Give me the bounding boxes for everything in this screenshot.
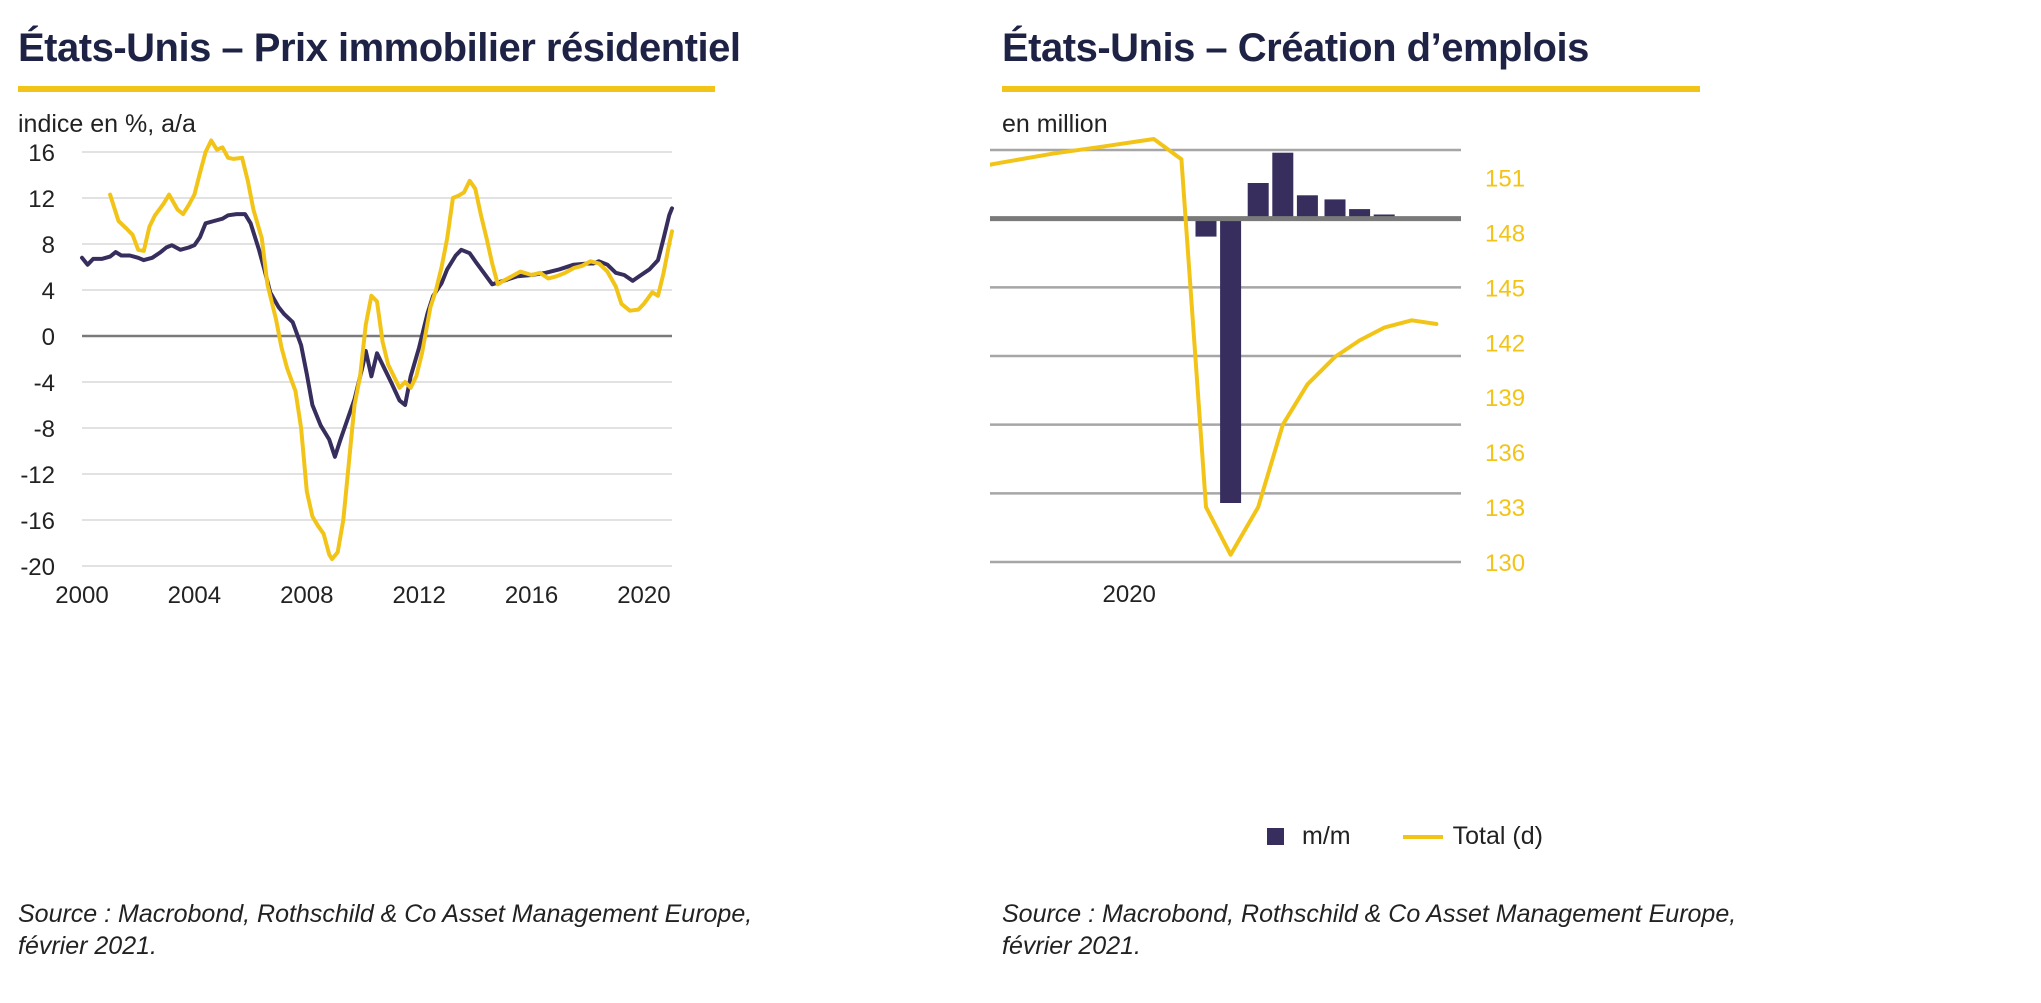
x-tick-label: 2008 [280,582,333,609]
x-tick-label: 2012 [392,582,445,609]
x-tick-label: 2000 [55,582,108,609]
right-title-underline [1002,86,1700,92]
y-tick-label: -16 [20,508,55,535]
series-line-2 [108,138,674,562]
x-tick-label: 2020 [1103,581,1156,608]
y-tick-label-right: 151 [1485,165,1525,192]
bar [1220,218,1242,503]
right-chart-legend: m/m Total (d) [1267,822,1595,851]
right-source-line1: Source : Macrobond, Rothschild & Co Asse… [1002,900,1737,928]
bar [1272,152,1294,219]
left-chart-subtitle: indice en %, a/a [18,110,196,138]
right-bar-line-chart: 50-5·10·15·20·25151148145142139136133130… [990,137,1525,608]
y-tick-label-right: 139 [1485,385,1525,412]
y-tick-label: -4 [34,370,55,397]
right-source-line2: février 2021. [1002,932,1141,960]
legend-item-mm: m/m [1267,822,1351,851]
x-tick-label: 2016 [505,582,558,609]
right-chart-title: États-Unis – Création d’emplois [1002,26,1589,70]
right-chart-source: Source : Macrobond, Rothschild & Co Asse… [1002,898,1736,962]
right-chart-panel: États-Unis – Création d’emplois en milli… [990,0,2041,1003]
y-tick-label: 16 [28,140,55,167]
bar [1195,218,1217,237]
y-tick-label: 4 [42,278,55,305]
x-tick-label: 2020 [617,582,670,609]
right-chart-subtitle: en million [1002,110,1108,138]
y-tick-label-right: 148 [1485,220,1525,247]
y-tick-label: 12 [28,186,55,213]
x-tick-label: 2004 [168,582,221,609]
left-title-underline [18,86,715,92]
y-tick-label: -20 [20,554,55,581]
y-tick-label-right: 136 [1485,440,1525,467]
left-chart-panel: États-Unis – Prix immobilier résidentiel… [0,0,1010,1003]
bar [1324,199,1346,219]
legend-item-total: Total (d) [1402,822,1543,851]
total-employment-line [990,137,1439,557]
bar [1296,195,1318,219]
left-source-line1: Source : Macrobond, Rothschild & Co Asse… [18,900,753,928]
y-tick-label: 0 [42,324,55,351]
legend-label-total: Total (d) [1452,822,1543,850]
y-tick-label: -12 [20,462,55,489]
legend-swatch-total [1402,834,1443,839]
bar [1349,209,1371,219]
bar [1247,183,1269,219]
legend-swatch-mm [1267,828,1284,845]
y-tick-label: -8 [34,416,55,443]
y-tick-label-right: 130 [1485,550,1525,577]
left-chart-title: États-Unis – Prix immobilier résidentiel [18,26,741,70]
y-tick-label-right: 142 [1485,330,1525,357]
series-line-1 [80,206,674,459]
y-tick-label-right: 133 [1485,495,1525,522]
y-tick-label: 8 [42,232,55,259]
left-chart-source: Source : Macrobond, Rothschild & Co Asse… [18,898,752,962]
left-source-line2: février 2021. [18,932,157,960]
y-tick-label-right: 145 [1485,275,1525,302]
legend-label-mm: m/m [1302,822,1351,850]
